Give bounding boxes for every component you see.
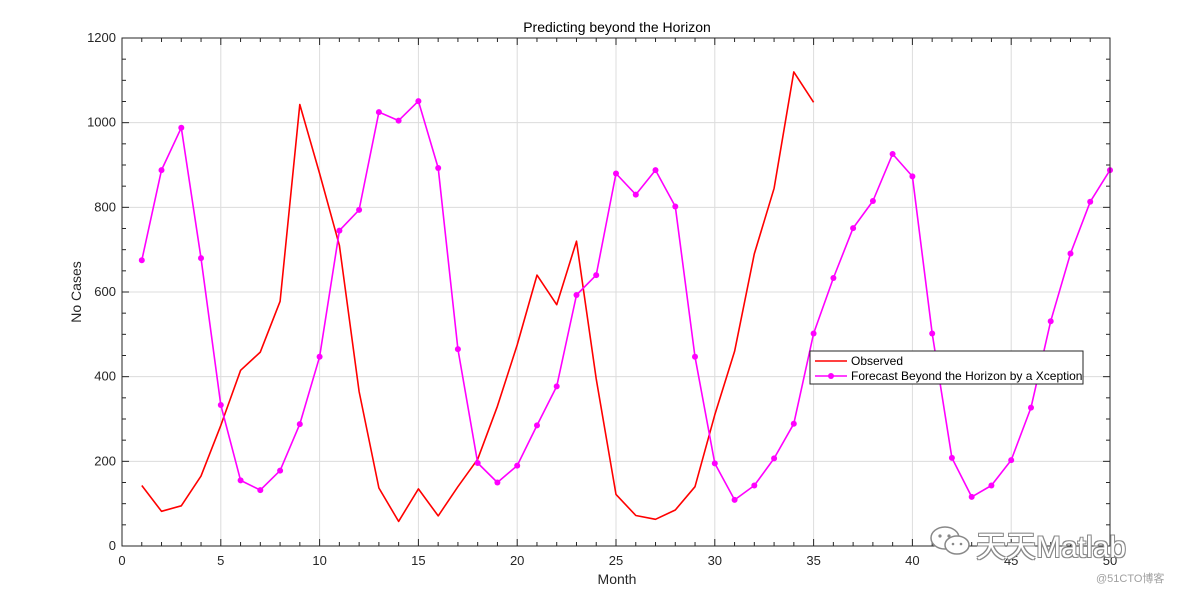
data-point-forecast: [336, 227, 343, 234]
y-tick-label: 1200: [87, 30, 116, 45]
data-point-forecast: [277, 467, 284, 474]
x-tick-label: 15: [411, 553, 425, 568]
series-line-forecast: [141, 100, 1111, 501]
plot-frame: [121, 37, 1111, 547]
x-tick-label: 0: [118, 553, 125, 568]
y-tick-label: 200: [94, 453, 116, 468]
data-point-forecast: [1008, 457, 1015, 464]
legend: Observed Forecast Beyond the Horizon by …: [809, 350, 1084, 385]
data-point-forecast: [375, 109, 382, 116]
data-point-forecast: [316, 353, 323, 360]
data-point-forecast: [810, 330, 817, 337]
data-point-forecast: [909, 173, 916, 180]
data-point-forecast: [731, 496, 738, 503]
y-tick-label: 600: [94, 284, 116, 299]
data-point-forecast: [632, 191, 639, 198]
data-point-forecast: [198, 255, 204, 262]
series-layer: [138, 71, 1113, 523]
x-tick-label: 35: [806, 553, 820, 568]
legend-box: [809, 350, 1084, 385]
data-point-forecast: [158, 167, 165, 174]
x-tick-label: 40: [905, 553, 919, 568]
data-point-forecast: [178, 124, 185, 131]
data-point-forecast: [889, 151, 896, 157]
data-point-forecast: [869, 198, 876, 204]
data-point-forecast: [534, 422, 540, 429]
data-point-forecast: [395, 117, 402, 124]
legend-label-forecast: Forecast Beyond the Horizon by a Xceptio…: [851, 369, 1082, 383]
data-point-forecast: [652, 167, 659, 174]
data-point-forecast: [237, 477, 244, 484]
x-tick-label: 20: [510, 553, 524, 568]
y-axis-title: No Cases: [68, 261, 84, 322]
x-tick-label: 5: [217, 553, 224, 568]
watermark-site: @51CTO博客: [1096, 573, 1165, 585]
data-point-forecast: [948, 454, 955, 461]
x-tick-label: 50: [1103, 553, 1117, 568]
data-point-forecast: [454, 346, 461, 353]
data-point-forecast: [1028, 404, 1034, 411]
data-point-forecast: [929, 330, 936, 337]
data-point-forecast: [415, 98, 422, 105]
y-tick-label: 0: [109, 538, 116, 553]
data-point-forecast: [830, 275, 837, 281]
wechat-icon: [930, 526, 970, 555]
data-point-forecast: [1087, 198, 1094, 205]
data-point-forecast: [553, 383, 560, 390]
data-point-forecast: [1067, 250, 1074, 257]
data-point-forecast: [850, 225, 857, 232]
x-tick-label: 45: [1004, 553, 1018, 568]
legend-label-observed: Observed: [851, 354, 903, 368]
data-point-forecast: [790, 420, 797, 427]
data-point-forecast: [711, 460, 718, 467]
data-point-forecast: [573, 292, 580, 298]
data-point-forecast: [771, 455, 778, 462]
x-axis-title: Month: [598, 571, 637, 587]
data-point-forecast: [968, 493, 975, 500]
data-point-forecast: [613, 170, 619, 177]
data-point-forecast: [672, 203, 679, 210]
x-tick-label: 30: [708, 553, 722, 568]
watermark-account-name: 天天Matlab: [976, 531, 1127, 564]
data-point-forecast: [1047, 318, 1054, 325]
tick-labels: 0 5 10 15 20 25 30 35 40 45 50 0 200 400 600 800 1000 120…: [87, 30, 1117, 568]
y-tick-label: 400: [94, 369, 116, 384]
y-tick-label: 1000: [87, 115, 116, 130]
y-tick-label: 800: [94, 199, 116, 214]
watermark: 天天Matlab: [928, 520, 1158, 564]
legend-marker-forecast: [828, 373, 834, 379]
data-point-forecast: [356, 206, 363, 213]
data-point-forecast: [435, 165, 442, 171]
data-point-forecast: [474, 460, 481, 466]
data-point-forecast: [593, 272, 600, 279]
chart-title: Predicting beyond the Horizon: [523, 19, 711, 35]
data-point-forecast: [514, 462, 521, 469]
data-point-forecast: [257, 487, 264, 494]
data-point-forecast: [217, 402, 224, 408]
data-point-forecast: [692, 353, 698, 360]
data-point-forecast: [296, 421, 303, 428]
data-point-forecast: [494, 479, 501, 486]
data-point-forecast: [988, 482, 995, 489]
x-tick-label: 25: [609, 553, 623, 568]
data-point-forecast: [138, 257, 145, 264]
x-tick-label: 10: [312, 553, 326, 568]
data-point-forecast: [751, 482, 758, 489]
